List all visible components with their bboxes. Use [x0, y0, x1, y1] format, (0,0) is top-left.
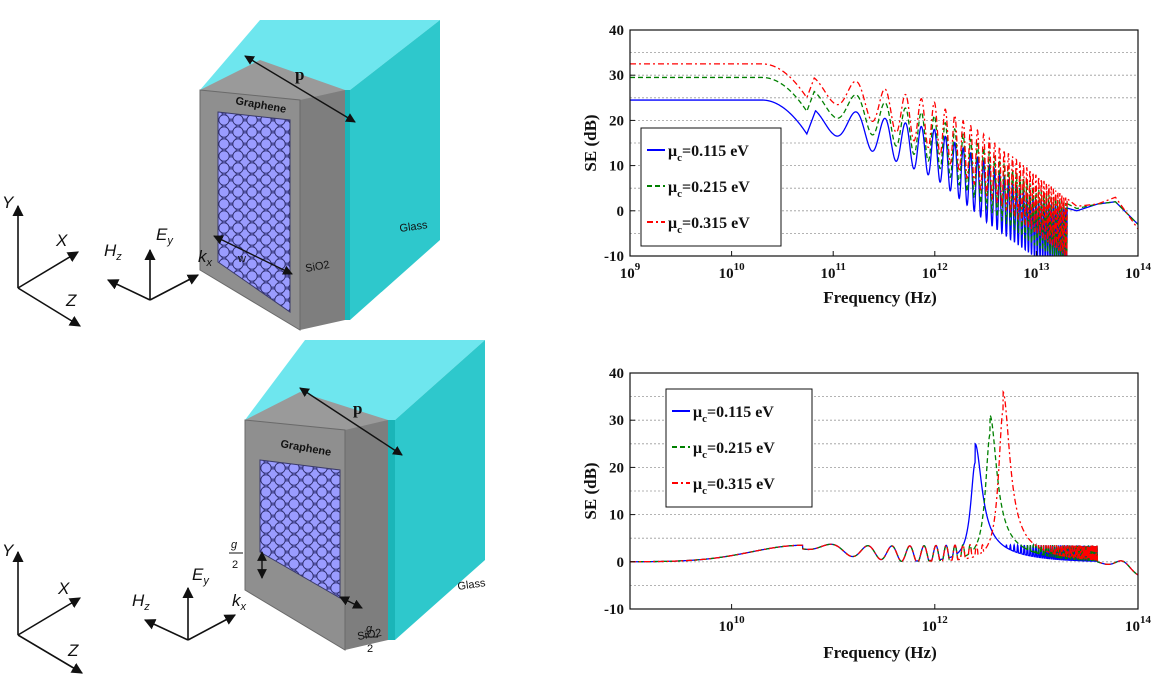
gap-label-left: g 2 [229, 539, 243, 571]
y-tick-label: 20 [609, 113, 624, 129]
svg-text:g: g [231, 539, 238, 551]
y-tick-label: 40 [609, 366, 624, 382]
dim-p-arrow [299, 387, 403, 456]
glass-front-face [395, 340, 485, 640]
field-e-label-top: Ey [156, 225, 174, 247]
y-axis-label: SE (dB) [581, 114, 600, 171]
diagram-bottom: p Graphene Glass SiO2 g 2 g 2 Y X Z Hz [2, 340, 487, 674]
x-tick-label: 1011 [820, 261, 845, 282]
legend-label-1: μc=0.115 eV [693, 404, 774, 425]
chart-bottom: -10 0 10 20 30 40 1010 1012 1014 Frequency (Hz) SE… [581, 366, 1152, 662]
y-tick-label: -10 [604, 249, 624, 265]
axis-z-label-bottom: Z [67, 641, 79, 660]
series-group [630, 63, 1138, 256]
glass-side-face [388, 420, 395, 640]
y-axis-label: SE (dB) [581, 462, 600, 519]
y-tick-label: 10 [609, 508, 624, 524]
series-group [630, 389, 1138, 576]
sio2-side [300, 90, 345, 330]
axis-z-label-top: Z [65, 291, 77, 310]
glass-label: Glass [399, 219, 429, 235]
gap-label-bottom: g 2 [364, 623, 378, 655]
legend-label-2: μc=0.215 eV [693, 440, 775, 461]
dim-p-arrow [244, 55, 356, 123]
x-tick-label: 1014 [1125, 614, 1152, 635]
field-k-label-bottom: kx [232, 591, 247, 613]
glass-side-face [345, 90, 350, 320]
axis-x-label-bottom: X [57, 579, 70, 598]
sio2-side [345, 420, 388, 650]
field-vectors-top [106, 248, 199, 301]
series-line-3 [630, 63, 1138, 256]
legend: μc=0.115 eV μc=0.215 eV μc=0.315 eV [640, 127, 782, 247]
series-line-3 [630, 389, 1138, 576]
dim-w-arrow [213, 235, 293, 275]
x-tick-label: 1014 [1125, 261, 1152, 282]
gap-arrow-horizontal [339, 596, 363, 609]
field-h-label-bottom: Hz [132, 591, 150, 613]
y-tick-label: 10 [609, 159, 624, 175]
legend: μc=0.115 eV μc=0.215 eV μc=0.315 eV [665, 388, 813, 508]
sio2-label: SiO2 [356, 627, 382, 643]
y-tick-label: -10 [604, 602, 624, 618]
y-tick-label: 30 [609, 413, 624, 429]
svg-text:2: 2 [367, 643, 373, 655]
y-tick-label: 20 [609, 460, 624, 476]
y-tick-label: 30 [609, 68, 624, 84]
dim-w-label: w [237, 253, 246, 265]
field-e-label-bottom: Ey [192, 565, 210, 587]
legend-box [665, 388, 813, 508]
field-k-label-top: kx [198, 247, 213, 269]
coordinate-axes-bottom [12, 550, 83, 674]
coordinate-axes-top [12, 204, 81, 327]
x-tick-label: 109 [620, 261, 641, 282]
y-tick-label: 0 [617, 204, 625, 220]
field-h-label-top: Hz [104, 241, 122, 263]
plot-frame [629, 372, 1139, 610]
x-tick-label: 1012 [922, 261, 949, 282]
plot-frame [629, 29, 1139, 257]
x-axis-label: Frequency (Hz) [823, 643, 936, 662]
legend-label-3: μc=0.315 eV [693, 476, 775, 497]
legend-label-3: μc=0.315 eV [668, 215, 750, 236]
chart-top: -10 0 10 20 30 40 109 1010 1011 1012 1013 1014 Frequ… [581, 23, 1152, 307]
svg-text:2: 2 [232, 559, 238, 571]
axis-y-label-top: Y [2, 193, 15, 212]
legend-label-2: μc=0.215 eV [668, 179, 750, 200]
x-tick-label: 1010 [719, 261, 746, 282]
y-tick-label: 40 [609, 23, 624, 39]
x-tick-label: 1012 [922, 614, 949, 635]
axis-y-label-bottom: Y [2, 541, 15, 560]
x-tick-label: 1010 [719, 614, 746, 635]
x-tick-label: 1013 [1023, 261, 1050, 282]
sio2-label: SiO2 [304, 259, 330, 275]
x-axis-label: Frequency (Hz) [823, 288, 936, 307]
field-vectors-bottom [143, 586, 236, 641]
svg-text:g: g [366, 623, 373, 635]
diagram-top: p w Graphene Glass SiO2 Y X Z Hz Ey kx [2, 20, 440, 331]
dim-p-label: p [353, 399, 362, 418]
axis-x-label-top: X [55, 231, 68, 250]
glass-label: Glass [457, 577, 487, 593]
legend-label-1: μc=0.115 eV [668, 143, 749, 164]
glass-front-face [350, 20, 440, 320]
y-tick-label: 0 [617, 555, 625, 571]
dim-p-label: p [295, 65, 304, 84]
